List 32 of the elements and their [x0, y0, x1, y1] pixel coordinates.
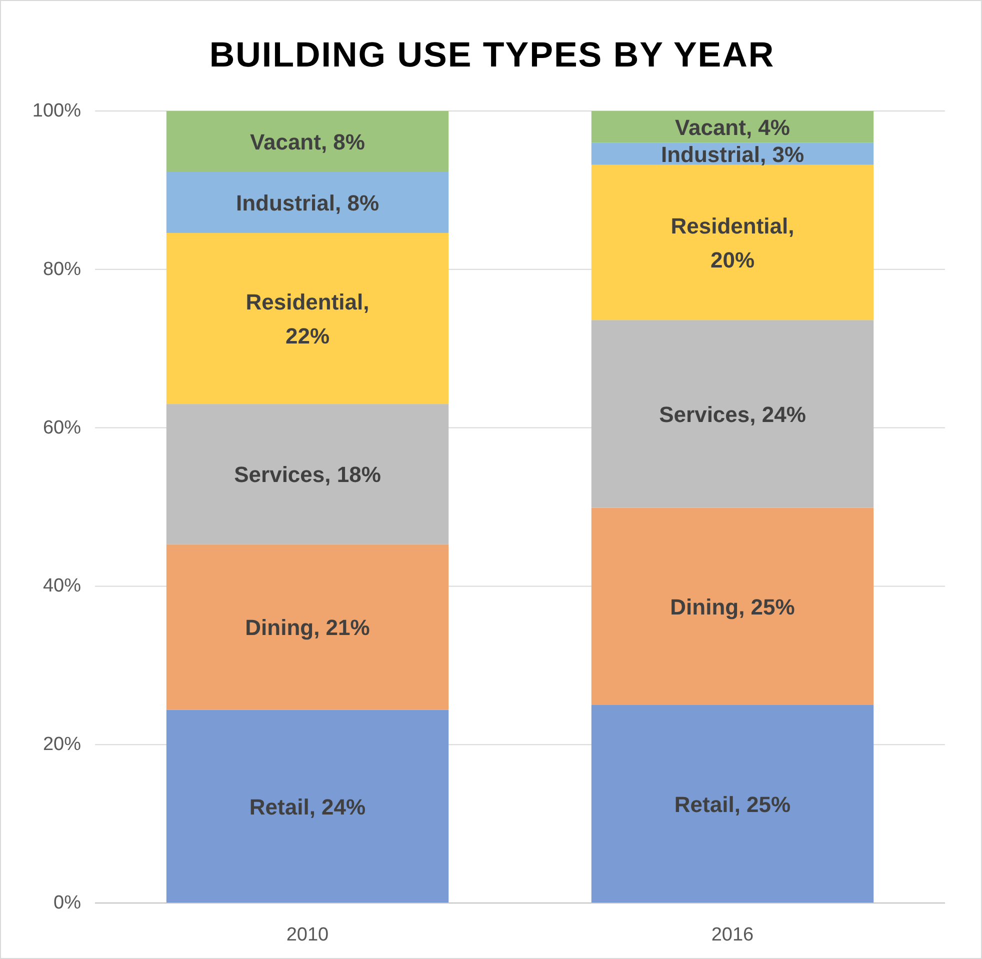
y-tick-label: 100% [32, 100, 82, 122]
data-label: Dining, 21% [245, 614, 370, 640]
data-label: Retail, 24% [249, 794, 366, 819]
y-tick-label: 0% [54, 892, 82, 914]
data-label: Industrial, 3% [660, 141, 804, 166]
y-tick-label: 40% [42, 576, 82, 597]
bar [166, 710, 449, 903]
bar [591, 705, 874, 903]
data-label: Residential, 22% [246, 289, 370, 348]
y-tick-label: 80% [42, 258, 82, 280]
bar [591, 111, 874, 143]
bar [166, 232, 449, 404]
data-label: Industrial, 8% [236, 190, 380, 215]
data-label: Services, 24% [659, 401, 806, 426]
y-tick-label: 60% [42, 417, 82, 438]
data-label: Vacant, 4% [675, 114, 790, 140]
bar [591, 320, 874, 508]
data-label: Retail, 25% [674, 792, 791, 816]
data-label: Vacant, 8% [250, 128, 365, 154]
x-tick-label: 2016 [711, 924, 754, 946]
x-tick-label: 2010 [286, 924, 329, 946]
chart-title: BUILDING USE TYPES BY YEAR [209, 36, 775, 74]
bar [166, 111, 449, 172]
bar [166, 404, 449, 544]
bar [591, 508, 874, 705]
data-label: Dining, 25% [670, 594, 795, 619]
bar [166, 544, 449, 710]
bar [166, 172, 449, 233]
data-label: Services, 18% [234, 462, 381, 487]
data-label: Residential, 20% [670, 212, 794, 272]
bar [591, 164, 874, 320]
y-tick-label: 20% [42, 734, 82, 756]
